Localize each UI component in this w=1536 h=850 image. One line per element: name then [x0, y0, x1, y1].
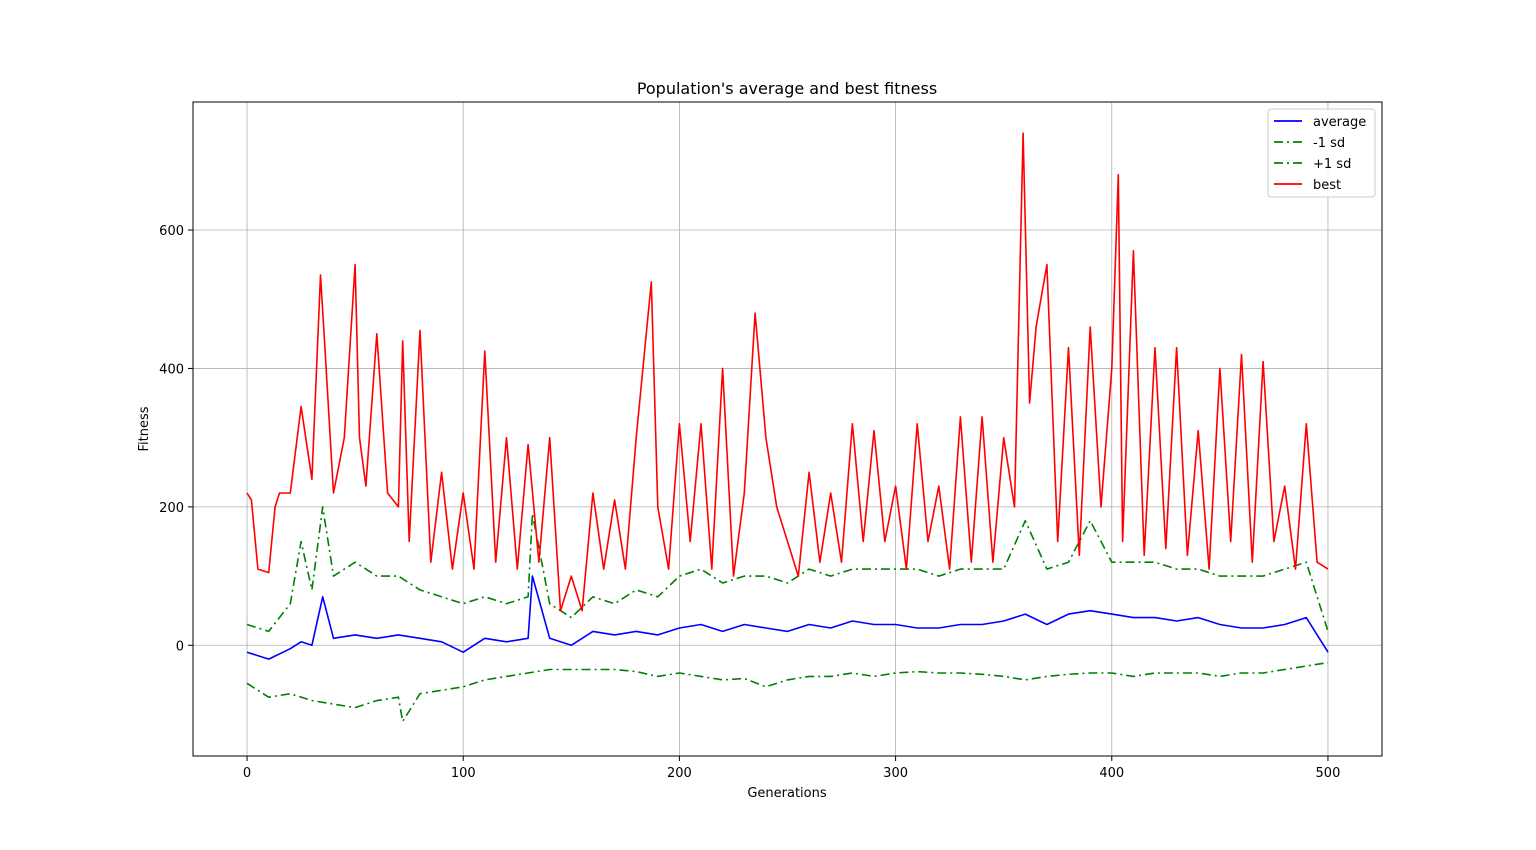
plot-frame [192, 101, 1383, 757]
axis-ticks: 0 100 200 300 400 500 0 200 400 600 [159, 224, 1340, 781]
chart-title: Population's average and best fitness [637, 79, 937, 98]
legend-label: average [1313, 115, 1366, 130]
y-tick-label: 400 [159, 362, 184, 377]
legend-box [1267, 108, 1376, 198]
x-axis-title: Generations [747, 786, 827, 801]
y-axis-title: Fitness [137, 406, 152, 451]
legend-label: -1 sd [1313, 136, 1345, 151]
x-tick-label: 200 [667, 766, 692, 781]
x-tick-label: 100 [451, 766, 476, 781]
x-tick-label: 300 [883, 766, 908, 781]
legend: average -1 sd +1 sd best [1267, 108, 1376, 198]
series-line-2 [246, 506, 1329, 633]
y-tick-label: 0 [176, 639, 184, 654]
x-tick-label: 500 [1316, 766, 1341, 781]
y-tick-label: 200 [159, 501, 184, 516]
series-line-3 [246, 132, 1329, 612]
series-line-0 [246, 575, 1329, 660]
plot-series [246, 132, 1329, 723]
x-tick-label: 400 [1099, 766, 1124, 781]
legend-label: best [1313, 178, 1341, 193]
y-tick-label: 600 [159, 224, 184, 239]
series-line-1 [246, 661, 1329, 723]
x-tick-label: 0 [243, 766, 251, 781]
legend-label: +1 sd [1313, 157, 1351, 172]
